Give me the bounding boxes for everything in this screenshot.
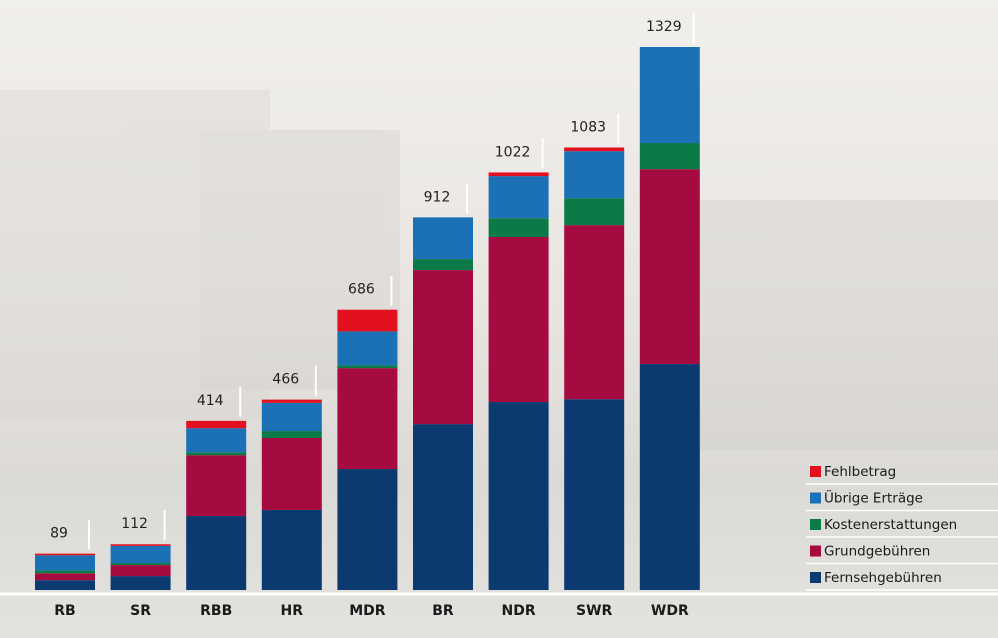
- bar-segment: [413, 259, 473, 270]
- bar-segment: [489, 172, 549, 176]
- legend-swatch: [810, 466, 821, 477]
- bar-segment: [262, 431, 322, 438]
- legend-label: Fernsehgebühren: [824, 570, 942, 586]
- bar-segment: [35, 555, 95, 570]
- bar-segment: [337, 310, 397, 332]
- total-label: 1329: [646, 19, 682, 35]
- bar-segment: [564, 148, 624, 152]
- legend-label: Übrige Erträge: [824, 489, 923, 507]
- bar-segment: [489, 218, 549, 237]
- bar-segment: [186, 421, 246, 428]
- bar-segment: [564, 198, 624, 225]
- bar-segment: [111, 576, 171, 590]
- bar-segment: [489, 402, 549, 590]
- bar-segment: [337, 368, 397, 469]
- bar-segment: [489, 237, 549, 402]
- bar-segment: [35, 573, 95, 580]
- x-tick-label: RBB: [200, 603, 232, 619]
- legend-swatch: [810, 546, 821, 557]
- bar-segment: [413, 270, 473, 424]
- legend-label: Grundgebühren: [824, 544, 930, 560]
- bar-segment: [262, 510, 322, 590]
- total-label: 1022: [495, 144, 531, 160]
- bar-segment: [337, 469, 397, 590]
- bar-segment: [262, 403, 322, 431]
- bar-segment: [337, 365, 397, 368]
- x-tick-label: MDR: [349, 603, 386, 619]
- bar-segment: [111, 544, 171, 546]
- legend-label: Kostenerstattungen: [824, 517, 957, 533]
- bar-segment: [262, 438, 322, 510]
- total-label: 89: [50, 526, 68, 542]
- total-label: 686: [348, 282, 375, 298]
- bar-segment: [413, 424, 473, 590]
- bar-segment: [111, 546, 171, 563]
- bar-segment: [111, 565, 171, 576]
- bar-segment: [564, 399, 624, 590]
- bar-segment: [35, 570, 95, 573]
- x-tick-label: RB: [54, 603, 75, 619]
- bar-segment: [413, 217, 473, 259]
- x-tick-label: NDR: [502, 603, 536, 619]
- legend-swatch: [810, 572, 821, 583]
- bar-segment: [186, 428, 246, 452]
- bar-segment: [640, 143, 700, 169]
- bar-segment: [35, 580, 95, 590]
- bar-segment: [564, 225, 624, 399]
- bar-segment: [640, 364, 700, 590]
- bar-segment: [35, 554, 95, 556]
- bar-segment: [186, 516, 246, 590]
- total-label: 466: [272, 372, 299, 388]
- total-label: 1083: [570, 120, 606, 136]
- legend-swatch: [810, 519, 821, 530]
- bar-segment: [640, 47, 700, 143]
- bar-segment: [186, 455, 246, 516]
- bar-segment: [640, 169, 700, 364]
- legend-label: Fehlbetrag: [824, 464, 896, 480]
- x-tick-label: HR: [281, 603, 304, 619]
- x-tick-label: BR: [432, 603, 454, 619]
- x-tick-label: SWR: [576, 603, 613, 619]
- bar-segment: [489, 176, 549, 218]
- total-label: 112: [121, 516, 148, 532]
- page: 89 RB 112 SR 414 RBB 466 HR 686 MDR 912 BR 1022 NDR 10…: [0, 0, 998, 638]
- chart: 89 RB 112 SR 414 RBB 466 HR 686 MDR 912 BR 1022 NDR 10…: [0, 0, 998, 638]
- bar-segment: [262, 400, 322, 403]
- bar-segment: [111, 563, 171, 565]
- x-tick-label: WDR: [651, 603, 689, 619]
- total-label: 912: [424, 189, 451, 205]
- x-tick-label: SR: [130, 603, 151, 619]
- legend-swatch: [810, 493, 821, 504]
- total-label: 414: [197, 393, 224, 409]
- bar-segment: [186, 452, 246, 455]
- bar-segment: [564, 151, 624, 198]
- bar-segment: [337, 331, 397, 365]
